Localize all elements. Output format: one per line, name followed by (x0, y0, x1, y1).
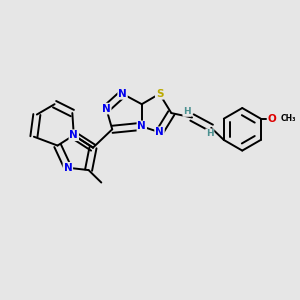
Text: O: O (268, 114, 276, 124)
Text: H: H (183, 107, 191, 116)
Text: N: N (102, 103, 111, 114)
Text: N: N (64, 163, 72, 173)
Text: N: N (69, 130, 78, 140)
Text: S: S (156, 89, 163, 99)
Text: N: N (118, 89, 127, 99)
Text: H: H (206, 129, 214, 138)
Text: N: N (155, 127, 164, 137)
Text: CH₃: CH₃ (280, 114, 296, 123)
Text: N: N (137, 122, 146, 131)
